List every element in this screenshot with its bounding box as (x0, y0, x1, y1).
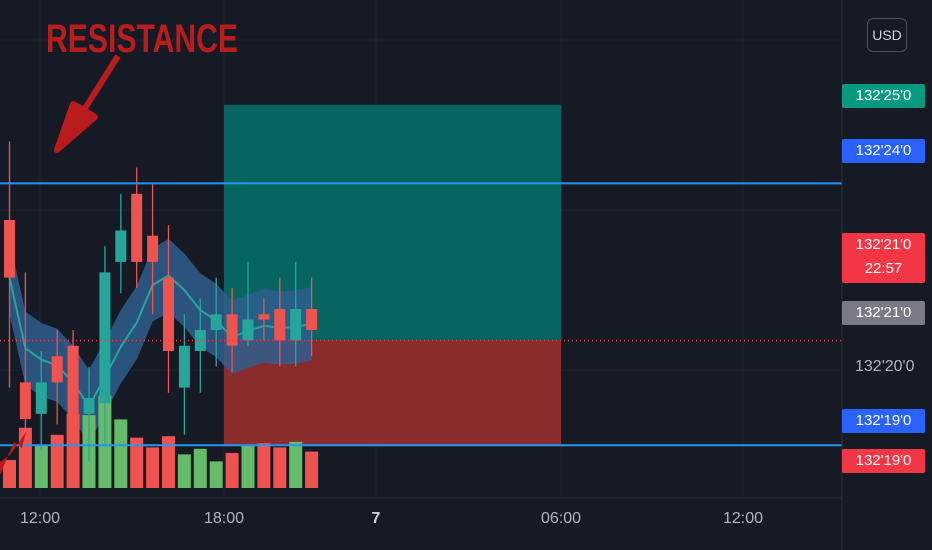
candle-body (19, 382, 31, 420)
volume-bar (130, 437, 144, 488)
time-tick: 06:00 (540, 510, 582, 527)
volume-bar (146, 447, 160, 488)
currency-button[interactable]: USD (867, 18, 907, 52)
candle-body (210, 314, 222, 330)
candle-body (131, 193, 143, 262)
candle-body (306, 309, 318, 330)
volume-bar (193, 448, 207, 488)
band-fill (9, 238, 312, 444)
time-tick: 12:00 (722, 510, 764, 527)
volume-bar (273, 447, 287, 488)
candle-body (163, 277, 174, 351)
volume-bar (305, 451, 319, 488)
support-price-tag: 132'19'0 (842, 409, 925, 433)
arrow-down-icon (54, 54, 121, 153)
candle-body (67, 345, 79, 451)
candle-body (242, 319, 254, 341)
candle-body (147, 235, 159, 262)
volume-bar (34, 444, 48, 488)
arrow-icon (0, 432, 26, 475)
volume-bar (289, 441, 303, 488)
candle-body (115, 230, 127, 262)
candle-body (99, 272, 111, 404)
volume-bar (162, 436, 175, 488)
volume-bar (257, 443, 271, 488)
last-price-tag: 132'21'0 (842, 233, 925, 257)
candle-body (178, 345, 190, 388)
volume-bar (177, 454, 191, 488)
candle-body (83, 398, 95, 414)
candle-body (258, 314, 270, 320)
target-price-tag: 132'25'0 (842, 84, 925, 108)
candle-body (35, 382, 47, 414)
resistance-annotation (0, 54, 121, 475)
volume-bar (50, 434, 64, 488)
candle-body (4, 220, 15, 278)
bar-countdown-tag: 22:57 (842, 257, 925, 283)
candle-body (274, 309, 286, 341)
volume-bar (225, 453, 239, 488)
candle-body (51, 356, 63, 383)
candle-body (226, 314, 238, 346)
annotation-label: RESISTANCE (46, 17, 238, 61)
horizontal-levels[interactable] (0, 182, 842, 447)
volume-bar (3, 460, 16, 488)
price-scale-tick: 132'20'0 (855, 358, 915, 375)
time-tick: 18:00 (203, 510, 245, 527)
volume-bar (241, 446, 255, 488)
entry-price-tag: 132'21'0 (842, 301, 925, 325)
candle-body (290, 309, 302, 341)
volume-bar (209, 461, 223, 488)
volume-bar (114, 419, 128, 488)
time-tick-day: 7 (371, 510, 381, 527)
position-zones (224, 104, 561, 446)
resistance-price-tag: 132'24'0 (842, 139, 925, 163)
stop-price-tag: 132'19'0 (842, 449, 925, 473)
time-tick: 12:00 (19, 510, 61, 527)
candlesticks (4, 141, 318, 477)
